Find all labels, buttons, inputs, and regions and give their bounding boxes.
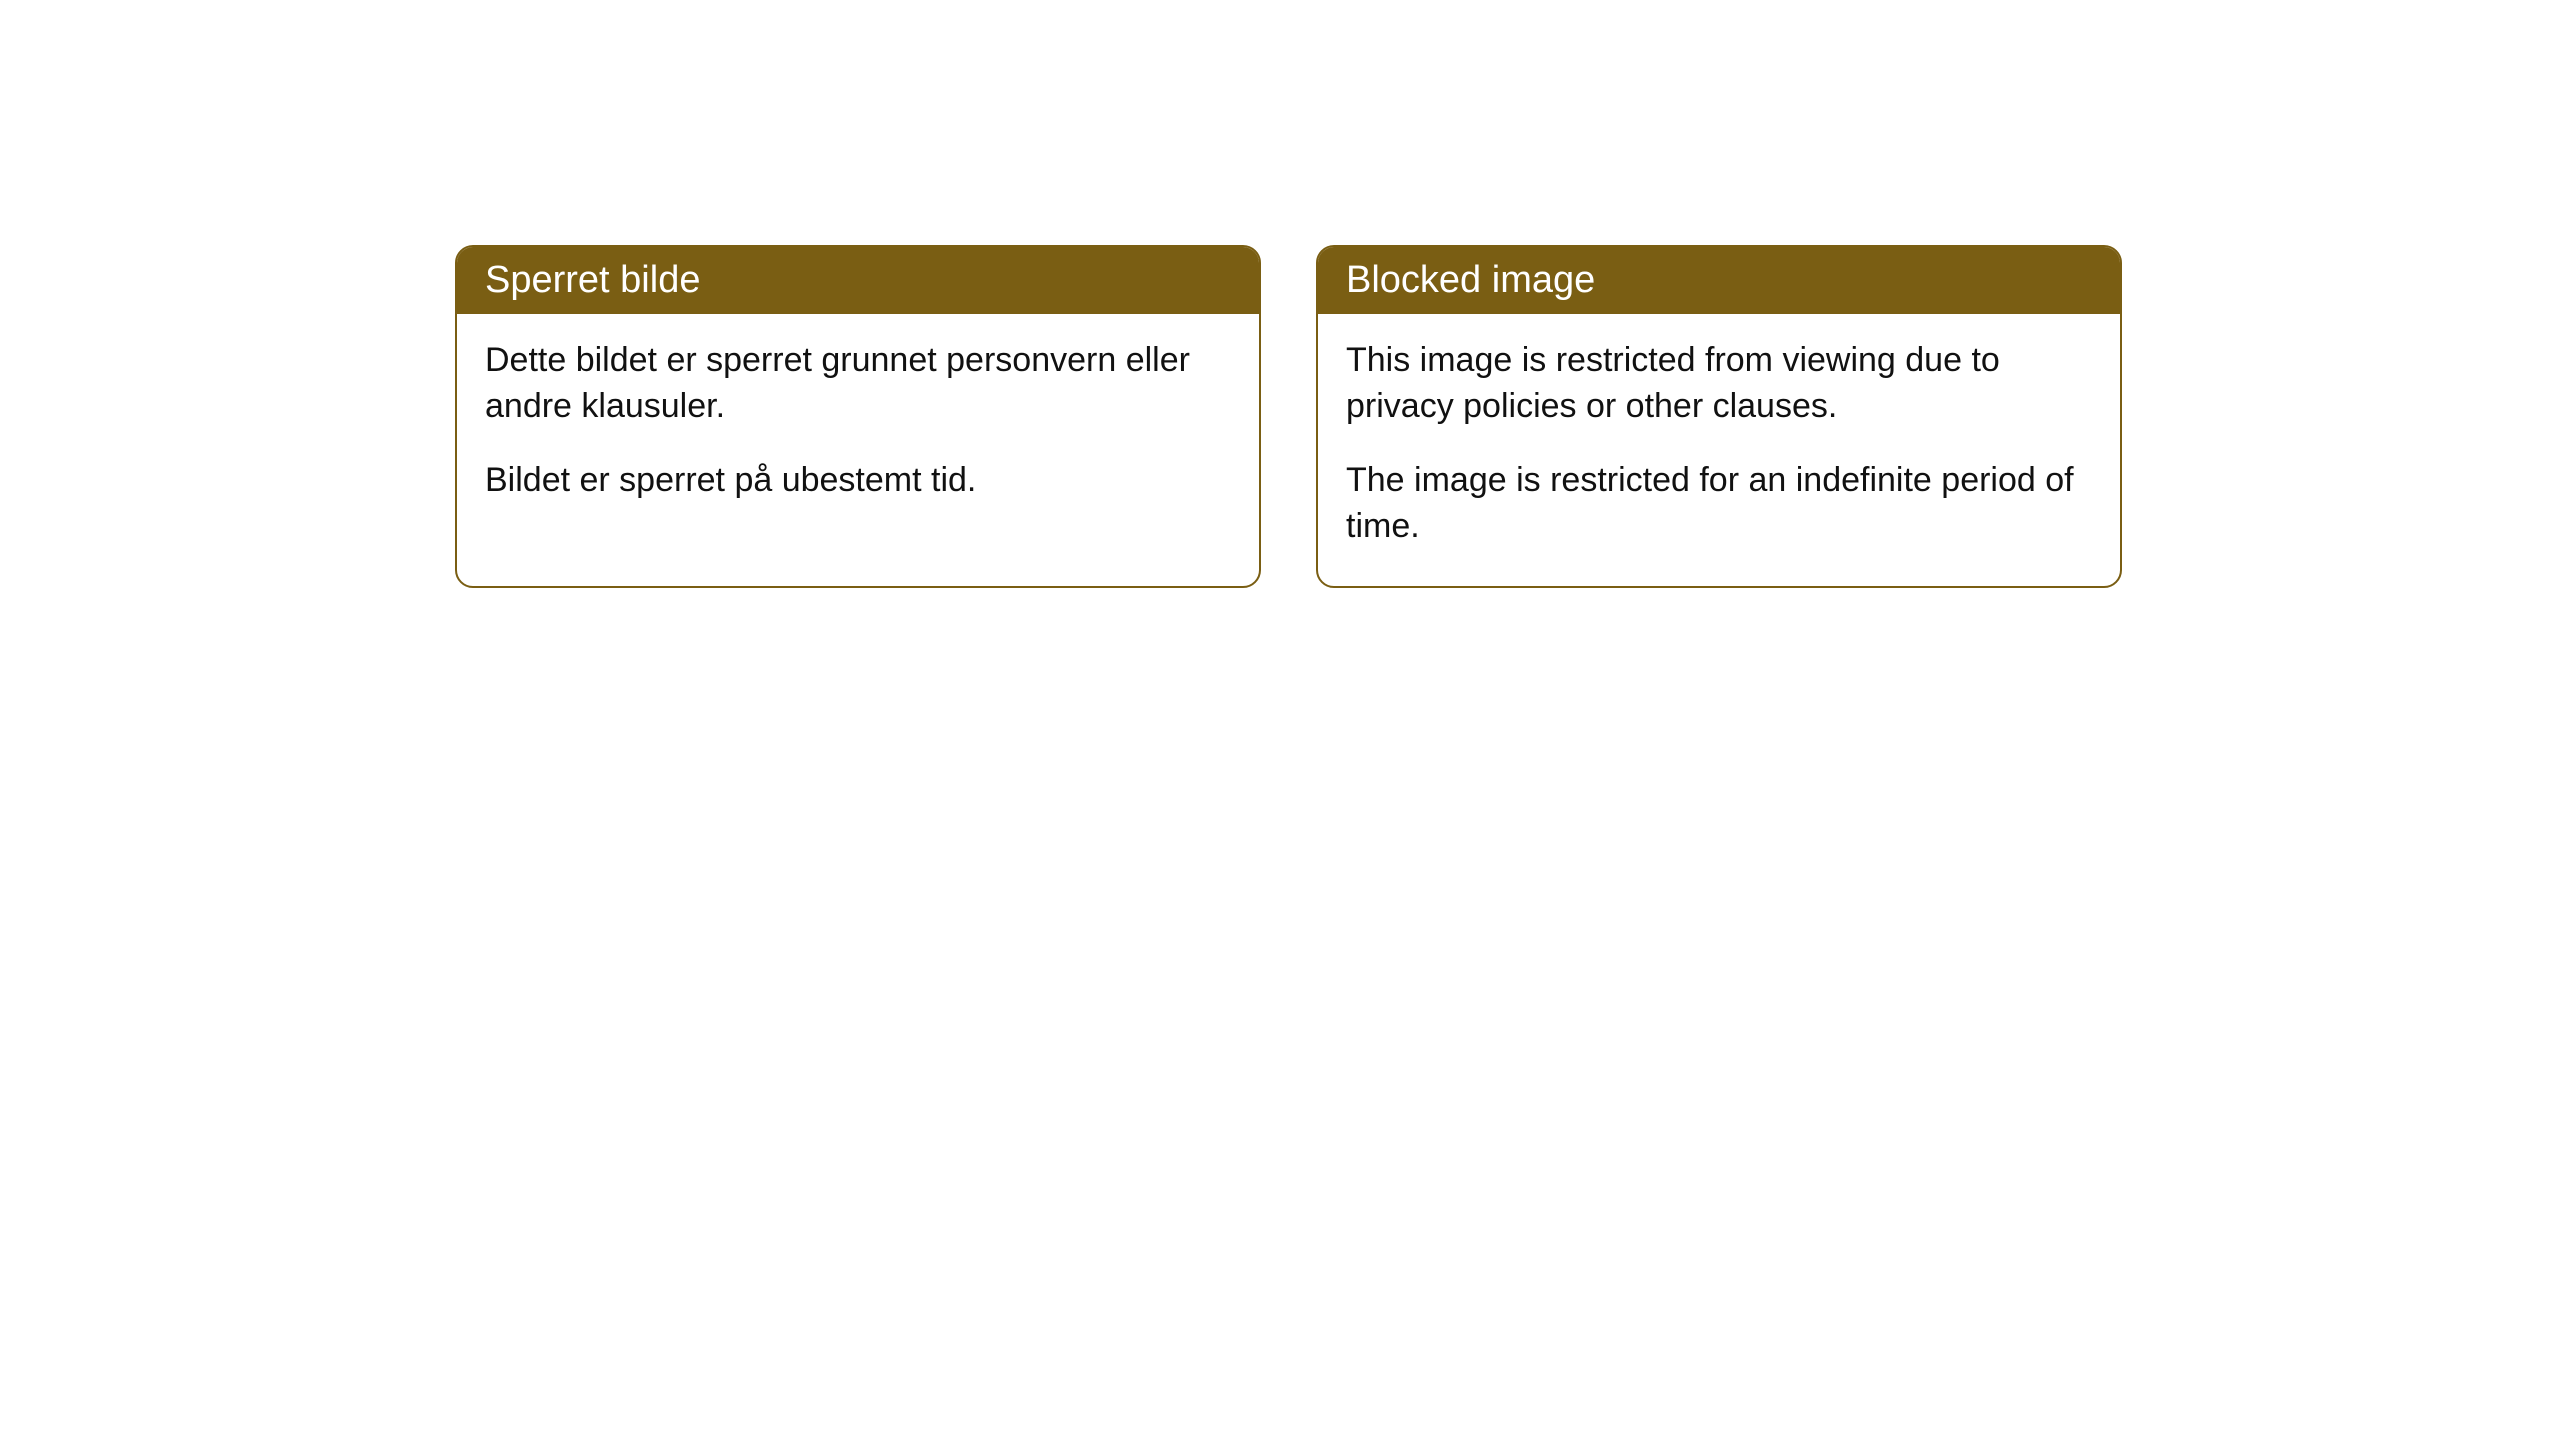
card-title: Sperret bilde	[485, 259, 700, 301]
card-title: Blocked image	[1346, 259, 1595, 301]
notice-paragraph-1: This image is restricted from viewing du…	[1346, 338, 2092, 430]
notice-container: Sperret bilde Dette bildet er sperret gr…	[455, 245, 2122, 588]
notice-paragraph-2: The image is restricted for an indefinit…	[1346, 458, 2092, 550]
card-header: Sperret bilde	[457, 247, 1259, 314]
notice-paragraph-2: Bildet er sperret på ubestemt tid.	[485, 458, 1231, 504]
card-header: Blocked image	[1318, 247, 2120, 314]
card-body: Dette bildet er sperret grunnet personve…	[457, 314, 1259, 540]
notice-card-english: Blocked image This image is restricted f…	[1316, 245, 2122, 588]
notice-card-norwegian: Sperret bilde Dette bildet er sperret gr…	[455, 245, 1261, 588]
card-body: This image is restricted from viewing du…	[1318, 314, 2120, 586]
notice-paragraph-1: Dette bildet er sperret grunnet personve…	[485, 338, 1231, 430]
